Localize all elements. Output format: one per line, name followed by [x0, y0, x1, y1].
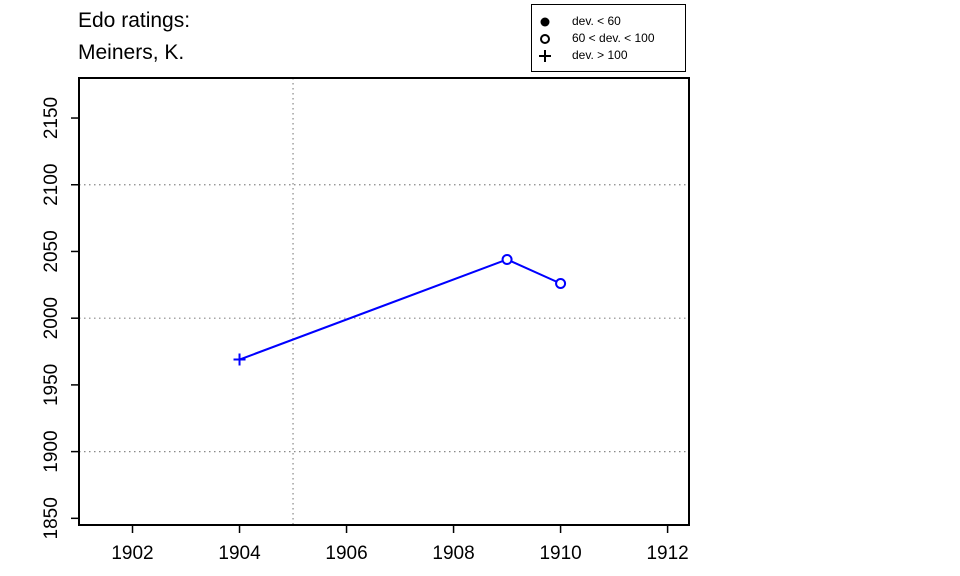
- x-tick-label: 1902: [111, 543, 153, 564]
- legend-label: 60 < dev. < 100: [572, 31, 655, 45]
- legend-label: dev. > 100: [572, 48, 628, 62]
- legend-item-dev-60-100: 60 < dev. < 100: [532, 30, 685, 48]
- x-tick-label: 1906: [325, 543, 367, 564]
- data-point-open-circle: [501, 253, 513, 265]
- open-circle-icon: [540, 34, 550, 44]
- x-tick-label: 1912: [646, 543, 688, 564]
- legend-label: dev. < 60: [572, 14, 621, 28]
- filled-circle-icon: [540, 17, 550, 27]
- y-tick-label: 1950: [41, 364, 62, 406]
- y-tick-label: 2050: [41, 230, 62, 272]
- chart-title-line-2: Meiners, K.: [78, 41, 185, 64]
- plot-frame: [78, 77, 690, 526]
- chart-title-line-1: Edo ratings:: [78, 9, 191, 32]
- legend-item-dev-lt-60: dev. < 60: [532, 13, 685, 31]
- data-point-plus: [233, 353, 246, 366]
- y-tick-label: 2150: [41, 97, 62, 139]
- legend-item-dev-gt-100: dev. > 100: [532, 47, 685, 65]
- x-tick-label: 1904: [218, 543, 261, 564]
- plus-icon: [539, 50, 551, 62]
- y-tick-label: 2000: [41, 297, 62, 339]
- y-tick-label: 2100: [41, 164, 62, 206]
- legend: dev. < 60 60 < dev. < 100 dev. > 100: [531, 4, 686, 72]
- y-tick-label: 1900: [41, 430, 62, 472]
- data-point-open-circle: [555, 277, 567, 289]
- x-tick-label: 1908: [432, 543, 474, 564]
- x-tick-label: 1910: [539, 543, 581, 564]
- y-tick-label: 1850: [41, 497, 62, 539]
- series-line: [239, 258, 561, 361]
